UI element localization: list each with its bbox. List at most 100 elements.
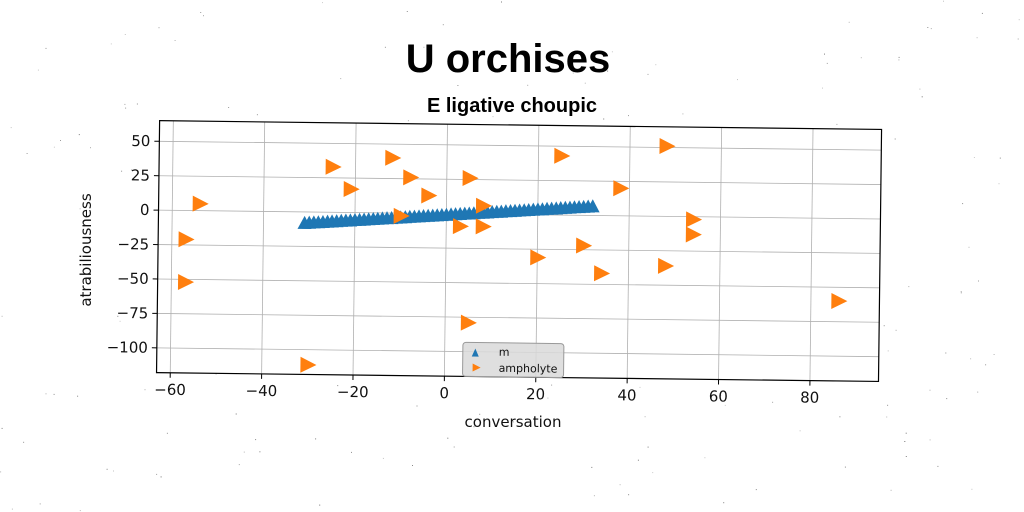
noise-dot (720, 395, 722, 397)
noise-dot (259, 451, 261, 453)
noise-dot (547, 397, 549, 399)
noise-dot (492, 116, 494, 118)
noise-dot (593, 495, 595, 497)
noise-dot (0, 471, 2, 473)
noise-dot (977, 391, 979, 393)
noise-dot (971, 488, 973, 490)
point-ampholyte (421, 187, 438, 204)
noise-dot (860, 57, 862, 59)
noise-dot (704, 457, 706, 459)
noise-dot (607, 70, 609, 72)
noise-dot (124, 34, 126, 35)
noise-dot (322, 2, 323, 4)
noise-dot (968, 246, 970, 248)
y-axis-label: atrabiliousness (77, 193, 95, 307)
noise-dot (26, 153, 28, 154)
noise-dot (457, 85, 459, 86)
point-ampholyte (325, 158, 342, 175)
noise-dot (639, 386, 641, 388)
grid-line-y (158, 244, 881, 254)
noise-dot (970, 358, 972, 360)
noise-dot (737, 79, 738, 81)
noise-dot (315, 438, 317, 440)
noise-dot (53, 393, 55, 395)
noise-dot (887, 404, 889, 406)
grid-line-x (352, 123, 357, 376)
noise-dot (412, 465, 413, 466)
noise-dot (644, 416, 646, 418)
grid-line-y (158, 175, 881, 185)
grid-line-x (809, 128, 814, 381)
chart-subtitle: E ligative choupic (427, 95, 597, 117)
x-axis-label: conversation (465, 413, 562, 431)
grid-line-x (535, 125, 540, 378)
legend-label-ampholyte: ampholyte (499, 362, 558, 376)
noise-dot (166, 432, 168, 434)
noise-dot (337, 385, 339, 387)
noise-dot (1017, 38, 1019, 40)
point-ampholyte (475, 197, 492, 214)
noise-dot (993, 354, 995, 355)
x-tick-label: 0 (439, 384, 449, 402)
noise-dot (77, 395, 79, 397)
noise-dot (637, 459, 639, 461)
noise-dot (883, 325, 885, 327)
noise-dot (652, 472, 654, 474)
y-tick-label: −100 (107, 338, 148, 357)
noise-dot (453, 446, 455, 448)
noise-dot (45, 47, 47, 49)
noise-dot (930, 28, 932, 30)
noise-dot (937, 465, 939, 467)
noise-dot (973, 157, 975, 158)
noise-dot (106, 468, 108, 470)
noise-dot (943, 0, 944, 2)
noise-dot (382, 457, 384, 459)
noise-dot (512, 421, 514, 423)
noise-dot (113, 470, 114, 472)
noise-dot (921, 96, 923, 98)
noise-dot (960, 291, 962, 292)
point-ampholyte (192, 195, 209, 212)
point-ampholyte (300, 356, 317, 373)
noise-dot (45, 393, 47, 395)
noise-dot (839, 416, 841, 418)
noise-dot (125, 107, 127, 109)
noise-dot (144, 389, 146, 391)
noise-dot (243, 451, 245, 453)
noise-dot (235, 413, 237, 415)
noise-dot (799, 430, 801, 432)
noise-dot (37, 69, 39, 71)
x-tick-label: −60 (154, 381, 186, 399)
x-axis-ticks: −60 −40 −20 0 20 40 60 80 (154, 372, 819, 407)
noise-dot (473, 426, 475, 428)
noise-dot (978, 280, 979, 282)
noise-dot (158, 27, 160, 29)
point-ampholyte (452, 218, 469, 235)
point-ampholyte (685, 226, 702, 243)
noise-dot (584, 82, 586, 84)
noise-dot (551, 384, 553, 386)
noise-dot (501, 1, 502, 3)
noise-dot (119, 320, 121, 322)
point-ampholyte (659, 138, 676, 155)
noise-dot (927, 27, 929, 28)
noise-dot (136, 103, 138, 105)
point-ampholyte (657, 257, 675, 274)
noise-dot (603, 118, 605, 120)
noise-dot (887, 350, 889, 352)
y-tick-label: −50 (117, 270, 149, 288)
noise-dot (79, 208, 81, 210)
point-ampholyte (475, 218, 492, 235)
noise-dot (131, 169, 133, 171)
noise-dot (228, 107, 230, 108)
point-ampholyte (393, 207, 410, 224)
point-ampholyte (403, 169, 420, 186)
noise-dot (156, 473, 158, 475)
legend-marker-ampholyte (472, 363, 481, 372)
noise-dot (10, 127, 12, 129)
noise-dot (908, 286, 910, 288)
noise-dot (682, 113, 684, 115)
noise-dot (981, 12, 983, 14)
noise-dot (647, 73, 649, 75)
point-ampholyte (613, 180, 630, 197)
